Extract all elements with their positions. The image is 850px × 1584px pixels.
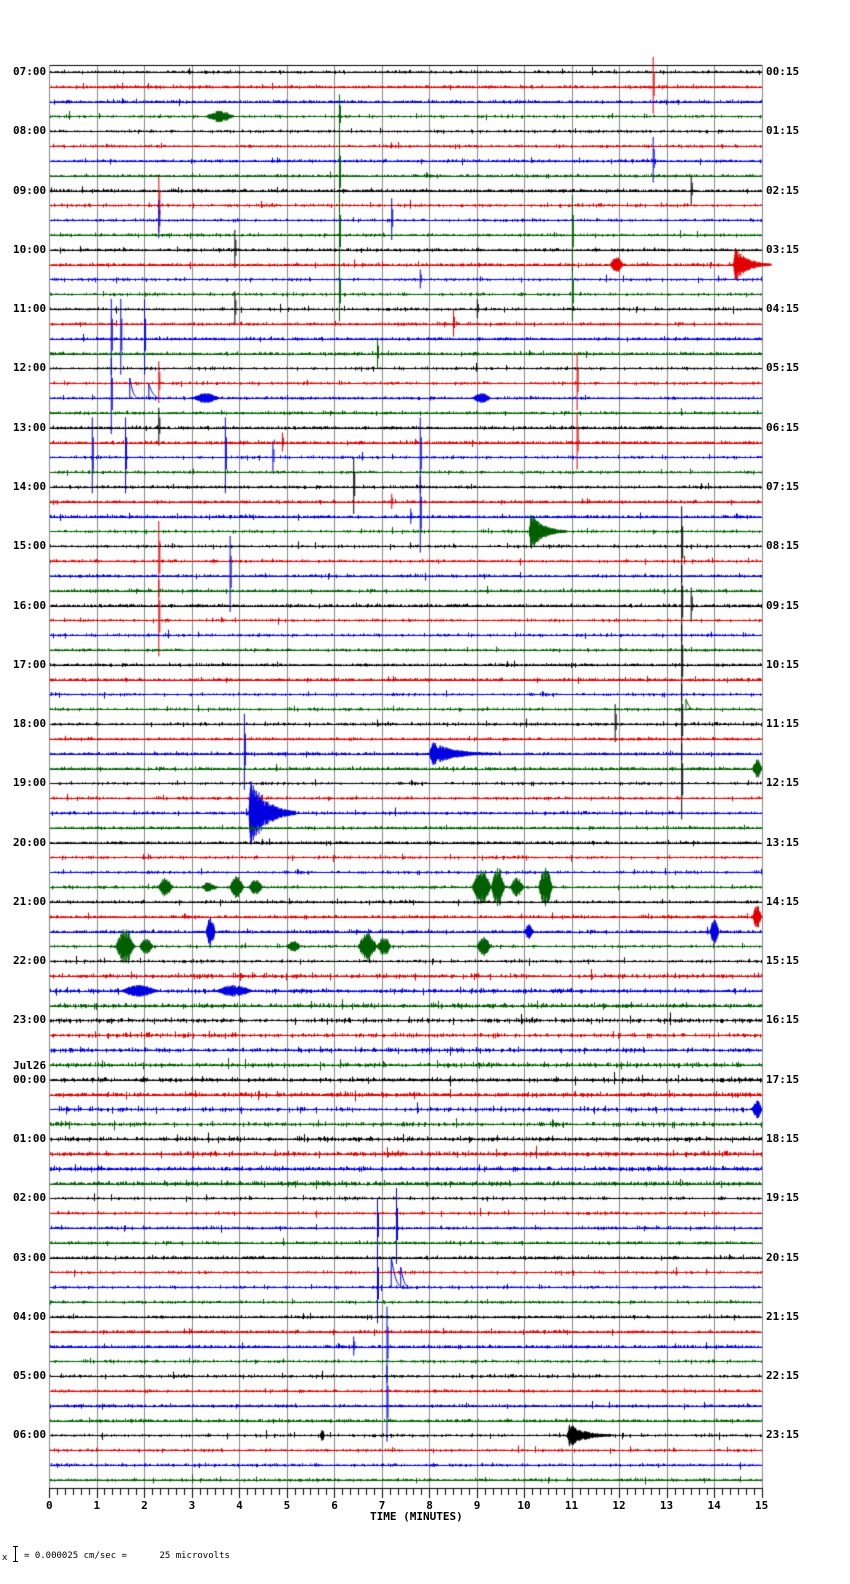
utc-hour-label: 01:00 <box>13 1132 47 1146</box>
pdt-hour-label: 04:15 <box>766 302 800 316</box>
x-tick-label: 12 <box>612 1499 626 1512</box>
utc-date-label: Jul26 <box>13 1058 47 1072</box>
x-tick-label: 15 <box>755 1499 769 1512</box>
utc-hour-label: 10:00 <box>13 242 47 256</box>
pdt-hour-label: 21:15 <box>766 1309 800 1323</box>
pdt-hour-label: 19:15 <box>766 1191 800 1205</box>
x-tick-label: 13 <box>659 1499 674 1512</box>
pdt-hour-label: 20:15 <box>766 1250 800 1264</box>
pdt-hour-label: 22:15 <box>766 1369 800 1383</box>
utc-hour-label: 12:00 <box>13 361 47 375</box>
pdt-hour-label: 00:15 <box>766 65 800 78</box>
x-tick-label: 2 <box>141 1499 148 1512</box>
utc-hour-label: 16:00 <box>13 598 47 612</box>
footer-scale-note: = 0.000025 cm/sec = 25 microvolts <box>24 1551 230 1561</box>
utc-hour-label: 18:00 <box>13 717 47 731</box>
pdt-hour-label: 14:15 <box>766 894 800 908</box>
utc-hour-label: 02:00 <box>13 1191 47 1205</box>
pdt-hour-label: 17:15 <box>766 1072 800 1086</box>
utc-hour-label: 11:00 <box>13 302 47 316</box>
utc-hour-label: 05:00 <box>13 1369 47 1383</box>
utc-hour-label: 14:00 <box>13 479 47 493</box>
pdt-hour-label: 07:15 <box>766 479 800 493</box>
footer-scale-bar-icon <box>13 1546 18 1562</box>
pdt-hour-label: 23:15 <box>766 1428 800 1442</box>
x-tick-label: 4 <box>236 1499 243 1512</box>
pdt-hour-label: 15:15 <box>766 954 800 968</box>
pdt-hour-label: 12:15 <box>766 776 800 790</box>
utc-hour-label: 04:00 <box>13 1309 47 1323</box>
utc-hour-label: 21:00 <box>13 894 47 908</box>
utc-hour-label: 00:00 <box>13 1072 47 1086</box>
utc-hour-label: 19:00 <box>13 776 47 790</box>
x-axis-title: TIME (MINUTES) <box>370 1510 463 1523</box>
x-tick-label: 0 <box>46 1499 53 1512</box>
pdt-hour-label: 18:15 <box>766 1132 800 1146</box>
utc-hour-label: 13:00 <box>13 420 47 434</box>
pdt-hour-label: 01:15 <box>766 124 800 138</box>
pdt-hour-label: 16:15 <box>766 1013 800 1027</box>
x-tick-label: 10 <box>517 1499 531 1512</box>
footer-marker-icon: x <box>2 1553 8 1563</box>
pdt-hour-label: 13:15 <box>766 835 800 849</box>
pdt-hour-label: 11:15 <box>766 717 800 731</box>
x-tick-label: 8 <box>426 1499 433 1512</box>
pdt-hour-label: 03:15 <box>766 242 800 256</box>
utc-hour-label: 20:00 <box>13 835 47 849</box>
x-tick-label: 1 <box>93 1499 101 1512</box>
x-tick-label: 7 <box>378 1499 386 1512</box>
utc-hour-label: 08:00 <box>13 124 47 138</box>
x-tick-label: 9 <box>473 1499 481 1512</box>
utc-hour-label: 23:00 <box>13 1013 47 1027</box>
pdt-hour-label: 10:15 <box>766 657 800 671</box>
x-tick-label: 11 <box>564 1499 579 1512</box>
utc-hour-label: 09:00 <box>13 183 47 197</box>
utc-hour-label: 22:00 <box>13 954 47 968</box>
x-tick-label: 3 <box>188 1499 196 1512</box>
x-tick-label: 6 <box>331 1499 338 1512</box>
utc-hour-label: 06:00 <box>13 1428 47 1442</box>
pdt-hour-label: 08:15 <box>766 539 800 553</box>
x-tick-label: 5 <box>283 1499 291 1512</box>
pdt-hour-label: 02:15 <box>766 183 800 197</box>
utc-hour-label: 17:00 <box>13 657 47 671</box>
x-tick-label: 14 <box>707 1499 721 1512</box>
pdt-hour-label: 06:15 <box>766 420 800 434</box>
pdt-hour-label: 05:15 <box>766 361 800 375</box>
utc-hour-label: 03:00 <box>13 1250 47 1264</box>
utc-hour-label: 07:00 <box>13 65 47 78</box>
utc-hour-label: 15:00 <box>13 539 47 553</box>
pdt-hour-label: 09:15 <box>766 598 800 612</box>
